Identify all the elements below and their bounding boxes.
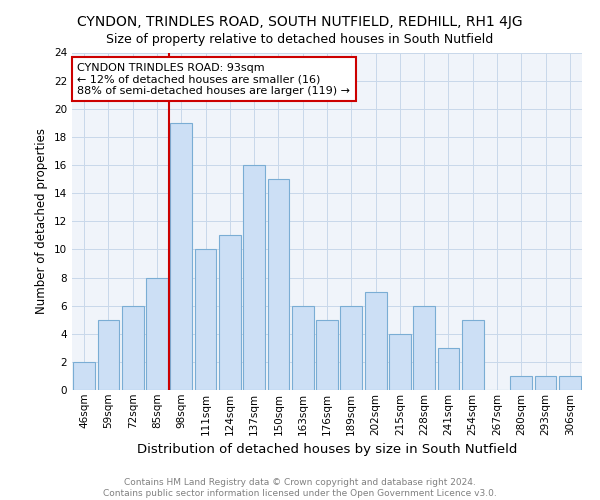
Text: Contains HM Land Registry data © Crown copyright and database right 2024.
Contai: Contains HM Land Registry data © Crown c… [103,478,497,498]
Bar [219,236,241,390]
Bar [146,278,168,390]
Bar [73,362,95,390]
Bar [97,320,119,390]
Bar [292,306,314,390]
Text: Size of property relative to detached houses in South Nutfield: Size of property relative to detached ho… [106,32,494,46]
Bar [268,179,289,390]
Bar [462,320,484,390]
Bar [535,376,556,390]
Bar [316,320,338,390]
Text: CYNDON, TRINDLES ROAD, SOUTH NUTFIELD, REDHILL, RH1 4JG: CYNDON, TRINDLES ROAD, SOUTH NUTFIELD, R… [77,15,523,29]
X-axis label: Distribution of detached houses by size in South Nutfield: Distribution of detached houses by size … [137,443,517,456]
Bar [122,306,143,390]
Bar [194,250,217,390]
Bar [243,165,265,390]
Bar [389,334,411,390]
Bar [365,292,386,390]
Y-axis label: Number of detached properties: Number of detached properties [35,128,49,314]
Bar [511,376,532,390]
Bar [340,306,362,390]
Bar [559,376,581,390]
Bar [413,306,435,390]
Text: CYNDON TRINDLES ROAD: 93sqm
← 12% of detached houses are smaller (16)
88% of sem: CYNDON TRINDLES ROAD: 93sqm ← 12% of det… [77,62,350,96]
Bar [437,348,460,390]
Bar [170,123,192,390]
